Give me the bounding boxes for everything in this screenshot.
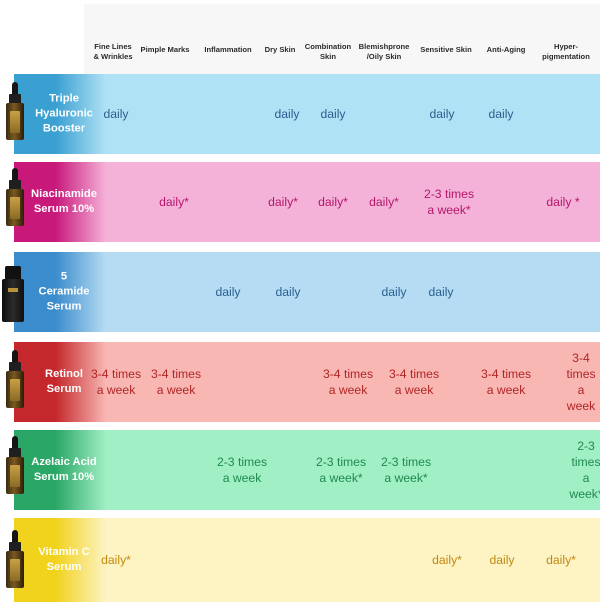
- usage-cell: daily: [381, 285, 407, 299]
- usage-cell: 2-3 times a week*: [315, 455, 367, 485]
- usage-cell: 3-4 times a week: [150, 367, 202, 397]
- usage-cell: daily*: [268, 195, 298, 209]
- usage-cell: daily*: [369, 195, 399, 209]
- product-label-block: [14, 518, 106, 602]
- product-name: Azelaic Acid Serum 10%: [31, 456, 97, 483]
- column-header: Anti-Aging: [486, 45, 526, 54]
- column-header: Pimple Marks: [140, 45, 190, 54]
- product-label-block: [14, 74, 106, 154]
- column-header: Sensitive Skin: [420, 45, 472, 54]
- usage-cell: daily*: [318, 195, 348, 209]
- product-bottle-icon: [6, 82, 24, 140]
- product-bottle-icon: [6, 530, 24, 588]
- usage-cell: daily: [274, 107, 300, 121]
- usage-cell: daily: [275, 285, 301, 299]
- column-header-bar: [84, 4, 600, 74]
- product-row: Vitamin C Serum daily* daily* daily daily*: [14, 518, 600, 602]
- usage-cell: 2-3 times a week*: [569, 439, 600, 501]
- usage-cell: daily: [489, 553, 515, 567]
- product-name: 5 Ceramide Serum: [38, 270, 90, 313]
- usage-cell: daily: [488, 107, 514, 121]
- product-name: Retinol Serum: [45, 368, 83, 395]
- usage-cell: 2-3 times a week: [216, 455, 268, 485]
- usage-cell: daily: [103, 107, 129, 121]
- column-header: Hyper- pigmentation: [542, 42, 590, 61]
- column-header: Dry Skin: [264, 45, 296, 54]
- product-bottle-icon: [6, 350, 24, 408]
- usage-cell: daily*: [432, 553, 462, 567]
- usage-cell: daily*: [101, 553, 131, 567]
- usage-cell: 2-3 times a week*: [380, 455, 432, 485]
- column-header: Combination Skin: [304, 42, 352, 61]
- usage-cell: 3-4 times a week: [566, 351, 596, 413]
- usage-cell: daily: [215, 285, 241, 299]
- product-bottle-icon: [6, 436, 24, 494]
- product-name: Niacinamide Serum 10%: [31, 188, 97, 215]
- product-row: Niacinamide Serum 10% daily* daily* daily* d…: [14, 162, 600, 242]
- product-label-block: [14, 430, 106, 510]
- usage-cell: daily*: [546, 553, 576, 567]
- usage-cell: 3-4 times a week: [388, 367, 440, 397]
- product-row: 5 Ceramide Serum daily daily daily daily: [14, 252, 600, 332]
- product-row: Azelaic Acid Serum 10% 2-3 times a week 2-…: [14, 430, 600, 510]
- column-header: Inflammation: [204, 45, 252, 54]
- usage-cell: 2-3 times a week*: [423, 187, 475, 217]
- product-bottle-icon: [6, 168, 24, 226]
- product-jar-icon: [2, 266, 24, 322]
- usage-cell: daily *: [546, 195, 580, 209]
- product-name: Vitamin C Serum: [38, 546, 90, 573]
- usage-cell: daily: [320, 107, 346, 121]
- column-header: Blemishprone /Oily Skin: [358, 42, 410, 61]
- usage-cell: daily*: [159, 195, 189, 209]
- usage-cell: 3-4 times a week: [322, 367, 374, 397]
- usage-cell: daily: [429, 107, 455, 121]
- product-row: Retinol Serum 3-4 times a week 3-4 times a…: [14, 342, 600, 422]
- usage-cell: daily: [428, 285, 454, 299]
- product-row: Triple Hyaluronic Booster daily daily daily…: [14, 74, 600, 154]
- usage-cell: 3-4 times a week: [480, 367, 532, 397]
- product-name: Triple Hyaluronic Booster: [35, 92, 93, 135]
- usage-cell: 3-4 times a week: [90, 367, 142, 397]
- product-label-block: [14, 342, 106, 422]
- product-label-block: [14, 252, 106, 332]
- column-header: Fine Lines & Wrinkles: [93, 42, 133, 61]
- product-label-block: [14, 162, 106, 242]
